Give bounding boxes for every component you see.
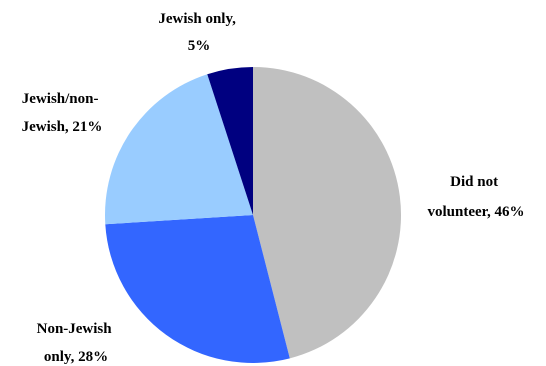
data-label-did-not-volunteer: Did not volunteer, 46% bbox=[428, 174, 525, 220]
pie-slices bbox=[104, 66, 402, 364]
data-label-line: Did not bbox=[450, 174, 498, 190]
pie-slice-did-not-volunteer bbox=[253, 67, 402, 359]
data-label-line: Jewish only, bbox=[158, 11, 236, 27]
data-label-line: Jewish, 21% bbox=[22, 119, 103, 135]
data-label-jewish-non-jewish: Jewish/non- Jewish, 21% bbox=[22, 91, 103, 135]
data-label-non-jewish-only: Non-Jewish only, 28% bbox=[37, 321, 116, 365]
pie-slice-jewish-only bbox=[207, 66, 253, 215]
data-label-line: volunteer, 46% bbox=[428, 204, 525, 220]
data-label-line: Jewish/non- bbox=[22, 91, 99, 107]
pie-slice-non-jewish-only bbox=[105, 215, 290, 364]
pie-slice-jewish-non-jewish bbox=[104, 74, 254, 225]
data-label-line: Non-Jewish bbox=[37, 321, 113, 337]
data-label-line: 5% bbox=[188, 38, 211, 54]
data-label-line: only, 28% bbox=[44, 349, 108, 365]
data-label-jewish-only: Jewish only, 5% bbox=[158, 11, 239, 54]
